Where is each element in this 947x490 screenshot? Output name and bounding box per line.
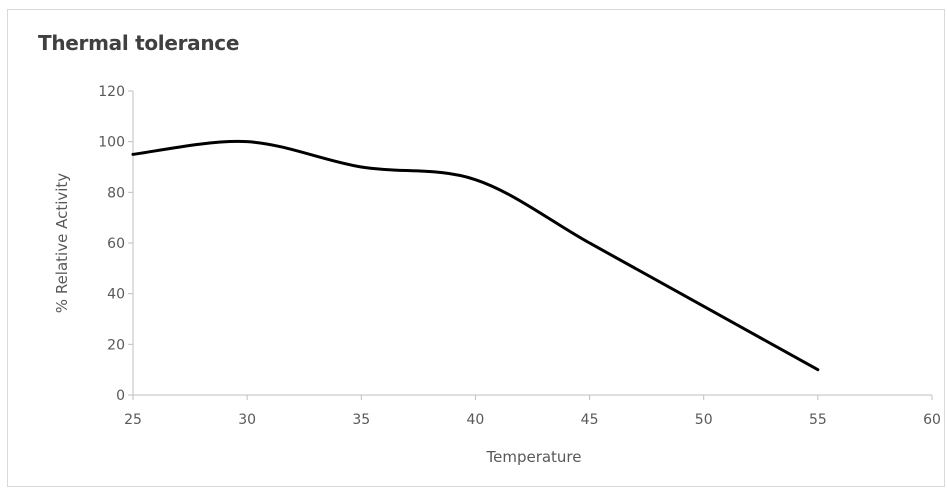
y-tick-label: 120: [98, 84, 125, 100]
x-tick-label: 45: [581, 412, 599, 428]
y-tick-label: 60: [107, 236, 125, 252]
y-axis: 0 20 40 60 80 100 120: [98, 84, 134, 404]
x-tick-label: 50: [695, 412, 713, 428]
y-axis-title: % Relative Activity: [53, 173, 71, 313]
y-tick-label: 20: [107, 337, 125, 353]
x-tick-label: 60: [923, 412, 941, 428]
x-tick-label: 35: [352, 412, 370, 428]
x-tick-label: 25: [124, 412, 142, 428]
x-tick-label: 55: [809, 412, 827, 428]
x-tick-label: 30: [238, 412, 256, 428]
x-axis-title: Temperature: [485, 448, 581, 466]
chart-title: Thermal tolerance: [38, 31, 240, 55]
y-tick-label: 80: [107, 185, 125, 201]
y-tick-label: 100: [98, 135, 125, 151]
series-line: [131, 139, 820, 372]
x-tick-label: 40: [467, 412, 485, 428]
chart-frame: [7, 9, 945, 487]
y-tick-label: 40: [107, 287, 125, 303]
y-tick-label: 0: [116, 388, 125, 404]
series-group: [131, 139, 820, 372]
x-axis: 25 30 35 40 45 50 55 60: [124, 394, 941, 428]
